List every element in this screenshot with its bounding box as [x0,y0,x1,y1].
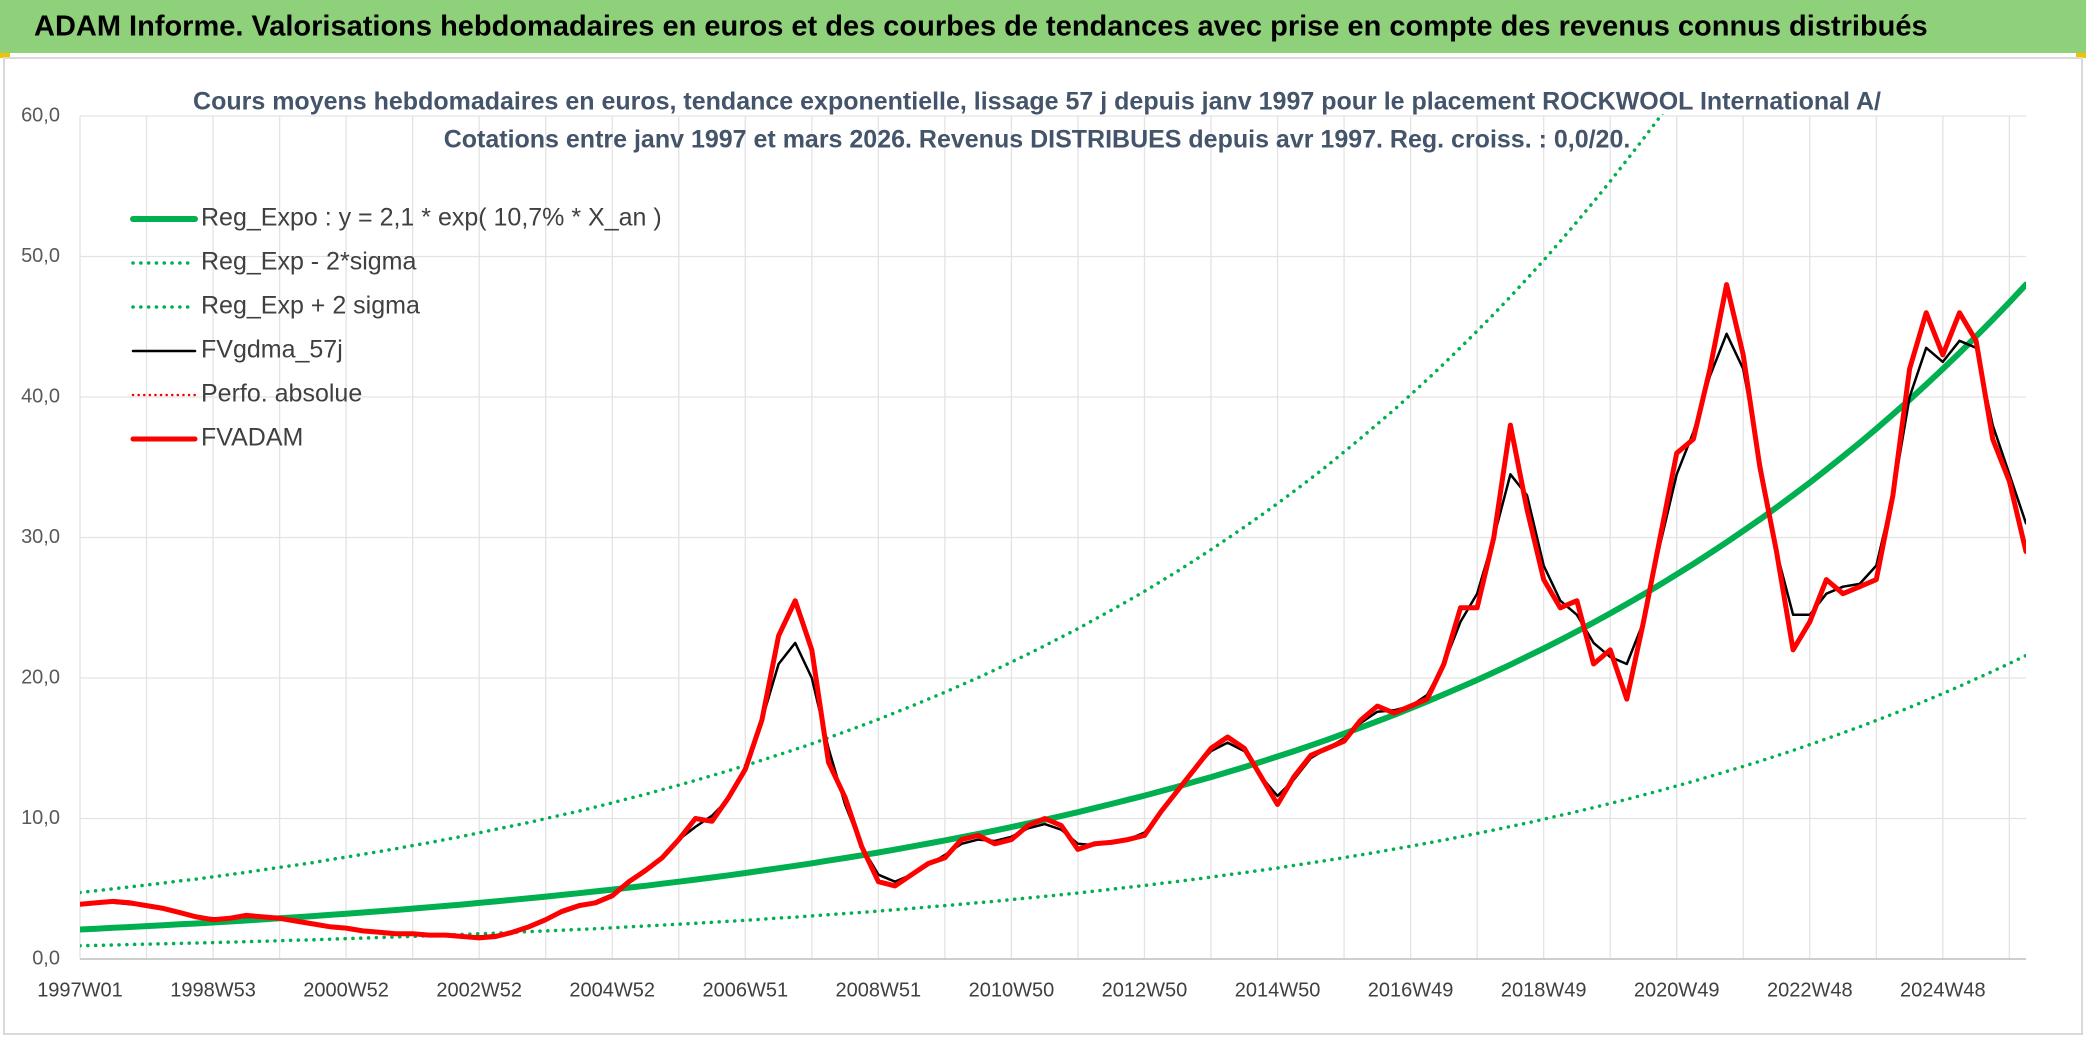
x-tick-label: 2012W50 [1102,979,1188,1001]
series-group [80,114,2026,948]
series-line [80,282,2026,941]
y-tick-label: 0,0 [32,947,60,969]
chart-frame [3,57,2083,1035]
series-line [80,114,1665,895]
x-tick-label: 2020W49 [1634,979,1720,1001]
header-title: ADAM Informe. Valorisations hebdomadaire… [34,11,1928,43]
x-tick-label: 1998W53 [170,979,256,1001]
y-tick-label: 10,0 [21,807,60,829]
x-tick-label: 2004W52 [569,979,655,1001]
y-tick-label: 20,0 [21,666,60,688]
y-tick-label: 50,0 [21,245,60,267]
legend-label: Reg_Exp + 2 sigma [201,292,420,320]
x-tick-label: 1997W01 [37,979,123,1001]
x-tick-label: 2016W49 [1368,979,1454,1001]
x-tick-label: 2010W50 [969,979,1055,1001]
y-tick-label: 40,0 [21,385,60,407]
x-tick-label: 2018W49 [1501,979,1587,1001]
x-tick-label: 2008W51 [836,979,922,1001]
legend-label: FVADAM [201,424,303,452]
x-tick-label: 2002W52 [436,979,522,1001]
corner [0,53,10,58]
x-tick-label: 2006W51 [702,979,788,1001]
x-tick-label: 2024W48 [1900,979,1986,1001]
y-tick-label: 60,0 [21,104,60,126]
y-tick-label: 30,0 [21,526,60,548]
x-tick-label: 2014W50 [1235,979,1321,1001]
plot: 0,0 10,0 20,0 30,0 40,0 50,0 60,0 1997W01 1998W5… [21,104,2026,1001]
header-bar [0,0,2086,53]
x-tick-label: 2022W48 [1767,979,1853,1001]
series-line [80,653,2026,948]
chart-subtitle: Cotations entre janv 1997 et mars 2026. … [444,126,1631,154]
chart-title: Cours moyens hebdomadaires en euros, ten… [193,88,1881,116]
corner [2076,53,2086,58]
series-line [80,281,2026,933]
legend-label: Perfo. absolue [201,380,362,408]
legend-label: FVgdma_57j [201,336,343,364]
legend-label: Reg_Expo : y = 2,1 * exp( 10,7% * X_an ) [201,204,662,232]
legend-label: Reg_Exp - 2*sigma [201,248,416,276]
x-tick-label: 2000W52 [303,979,389,1001]
